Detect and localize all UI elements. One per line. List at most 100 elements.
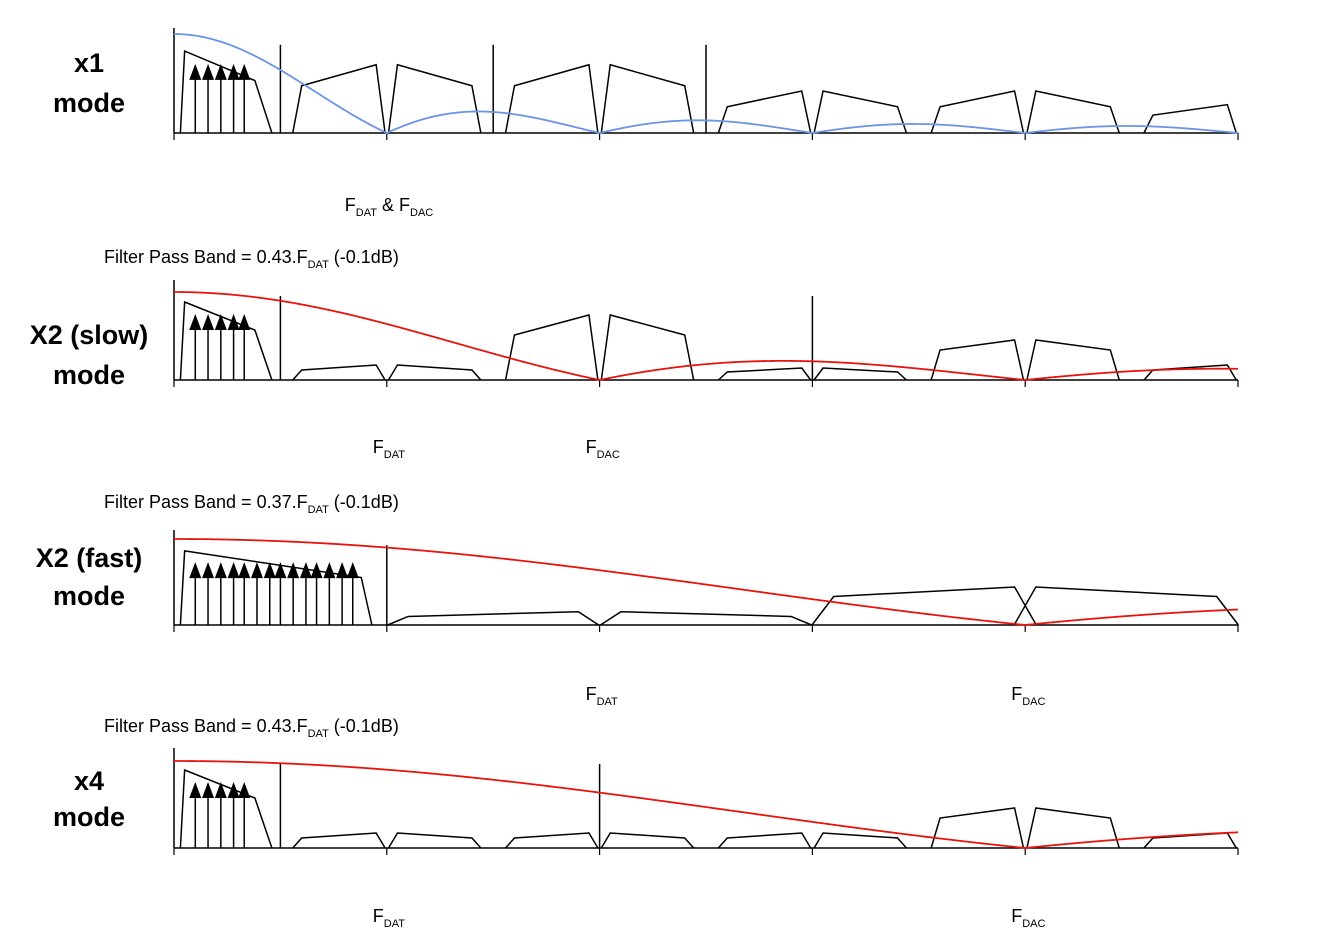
sinc-envelope-curve [174,291,1239,381]
passband-note: Filter Pass Band = 0.43.FDAT (-0.1dB) [104,716,399,740]
tone-arrow-head [189,314,202,330]
image-spectrum [1143,364,1237,381]
tone-arrow-head [214,562,227,579]
subscript: DAC [1022,696,1045,708]
label-part: F [586,684,597,704]
tone-arrow-head [323,562,336,579]
label-part: F [1011,906,1022,926]
sinc-envelope-curve [174,33,1239,134]
mode-label: X2 (slow) [30,320,149,350]
frequency-label: FDAT & FDAC [345,195,433,219]
mode-label: mode [53,360,125,390]
image-spectrum [387,610,600,626]
tone-arrow-head [202,63,215,80]
subscript: DAT [384,449,405,461]
subscript: DAC [1022,918,1045,928]
image-spectrum [717,90,812,134]
image-spectrum [930,90,1025,134]
frequency-label: FDAT [373,906,405,928]
image-spectrum [1013,586,1240,626]
mode-label: X2 (fast) [36,543,143,573]
passband-note: Filter Pass Band = 0.43.FDAT (-0.1dB) [104,247,399,271]
tone-arrow-head [250,562,263,579]
image-spectrum [813,90,908,134]
image-spectrum [600,610,812,626]
image-spectrum [600,314,695,381]
tone-arrow-head [202,314,215,330]
subscript: DAC [597,449,620,461]
label-part: (-0.1dB) [329,247,399,267]
label-part: & F [377,195,410,215]
label-part: Filter Pass Band = 0.43.F [104,716,308,736]
tone-arrow-head [189,782,202,798]
image-spectrum [813,832,908,849]
mode-label: x4 [74,766,104,796]
tone-arrow-head [299,562,312,579]
image-spectrum [600,832,695,849]
subscript: DAT [597,696,618,708]
passband-note: Filter Pass Band = 0.37.FDAT (-0.1dB) [104,492,399,516]
tone-arrow-head [310,562,323,579]
frequency-label: FDAC [1011,684,1045,708]
baseband-spectrum [179,550,373,626]
tone-arrow-head [214,782,227,798]
label-part: F [373,906,384,926]
tone-arrow-head [336,562,349,579]
tone-arrow-head [214,63,227,80]
label-part: Filter Pass Band = 0.43.F [104,247,308,267]
subscript: DAT [308,728,329,740]
subscript: DAT [308,504,329,516]
image-spectrum [717,367,812,381]
image-spectrum [292,364,386,381]
panel-x1: x1 mode FDAT & FDAC [53,28,1239,219]
baseband-spectrum [179,49,273,134]
tone-arrow-head [227,63,240,80]
tone-arrow-head [263,562,276,579]
subscript: DAT [308,259,329,271]
image-spectrum [504,63,599,134]
tone-arrow-head [189,562,202,579]
image-spectrum [600,63,695,134]
frequency-label: FDAT [586,684,618,708]
image-spectrum [811,586,1037,626]
image-spectrum [387,832,482,849]
image-spectrum [387,63,482,134]
tone-arrow-head [238,562,251,579]
image-spectrum [504,314,599,381]
tone-arrow-head [346,562,359,579]
image-spectrum [1026,807,1120,849]
tone-arrow-head [238,63,251,80]
mode-label: mode [53,802,125,832]
image-spectrum [1026,339,1120,381]
sinc-envelope-curve [174,538,1239,626]
tone-arrow-head [214,314,227,330]
sinc-envelope-curve [174,760,1239,849]
label-part: (-0.1dB) [329,492,399,512]
image-spectrum [292,832,386,849]
subscript: DAT [356,207,377,219]
label-part: Filter Pass Band = 0.37.F [104,492,308,512]
mode-label: x1 [74,48,104,78]
mode-label: mode [53,581,125,611]
subscript: DAT [384,918,405,928]
tone-arrow-head [189,63,202,80]
image-spectrum [930,807,1025,849]
tone-arrow-head [227,562,240,579]
image-spectrum [292,63,386,134]
label-part: (-0.1dB) [329,716,399,736]
tone-arrow-head [202,782,215,798]
baseband-spectrum [179,300,273,381]
image-spectrum [1026,90,1120,134]
image-spectrum [813,367,907,381]
frequency-label: FDAC [586,437,620,461]
image-spectrum [387,364,482,381]
baseband-spectrum [179,768,273,849]
image-spectrum [1143,103,1238,134]
frequency-label: FDAT [373,437,405,461]
tone-arrow-head [227,782,240,798]
image-spectrum [930,339,1025,381]
subscript: DAC [410,207,433,219]
tone-arrow-head [202,562,215,579]
